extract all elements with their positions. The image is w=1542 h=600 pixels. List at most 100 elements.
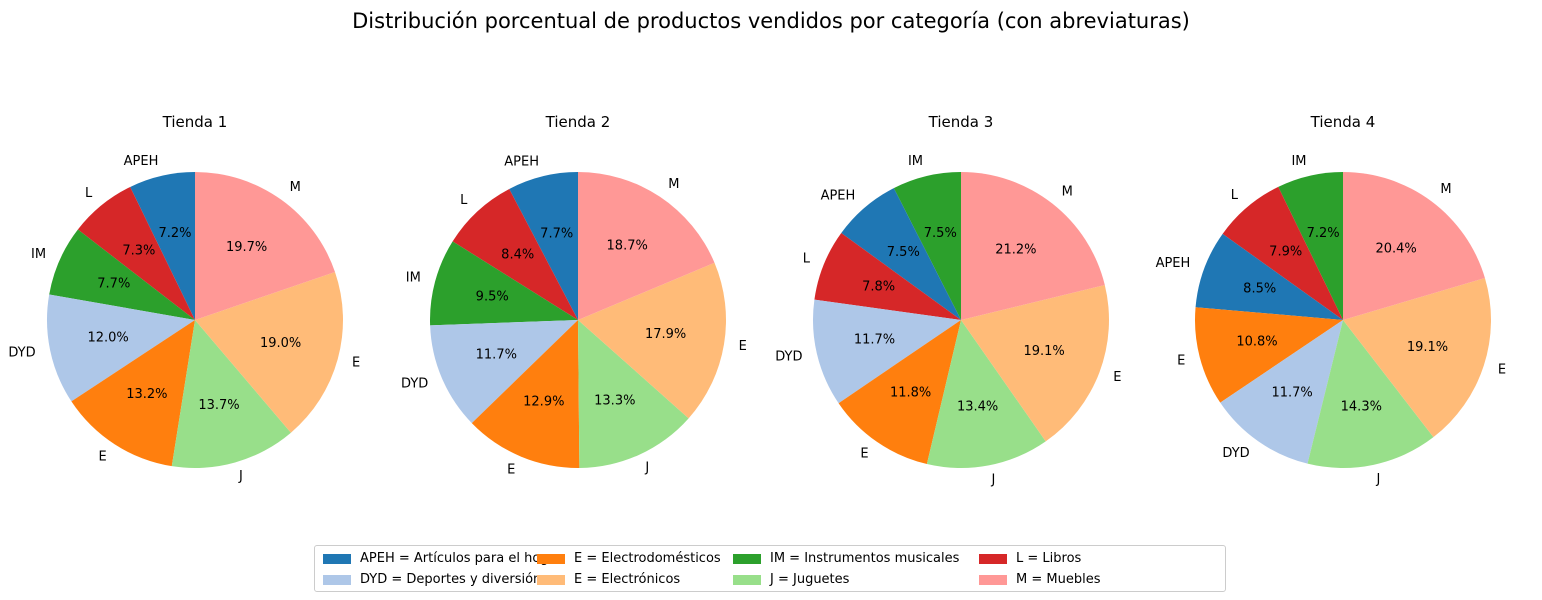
pie-slice-e_electro xyxy=(1194,307,1343,403)
legend-item-dyd: DYD = Deportes y diversión xyxy=(323,569,541,590)
pie-slice-apeh xyxy=(130,172,195,320)
slice-percent-label: 11.7% xyxy=(1271,385,1312,400)
slice-percent-label: 19.0% xyxy=(260,336,301,351)
legend-item-apeh: APEH = Artículos para el hogar xyxy=(323,548,562,569)
slice-category-label: L xyxy=(803,252,811,267)
slice-category-label: M xyxy=(668,177,679,192)
slice-percent-label: 19.1% xyxy=(1023,344,1064,359)
legend: APEH = Artículos para el hogar DYD = Depo… xyxy=(314,545,1226,592)
slice-percent-label: 19.1% xyxy=(1407,340,1448,355)
slice-category-label: L xyxy=(460,193,468,208)
slice-percent-label: 12.0% xyxy=(87,331,128,346)
pie-slice-im xyxy=(430,241,578,326)
pie-slice-e_electron xyxy=(578,262,727,419)
pie-tienda-1: Tienda 1 7.2% APEH 7.3% L 7.7% IM 12.0% DYD 13.2%… xyxy=(8,113,360,484)
legend-swatch xyxy=(537,574,565,585)
pie-tienda-3: Tienda 3 7.5% IM 7.5% APEH 7.8% L 11.7% DYD 11.8%… xyxy=(775,113,1121,487)
slice-category-label: DYD xyxy=(8,346,35,361)
pie-slice-l xyxy=(452,188,578,320)
legend-swatch xyxy=(979,574,1007,585)
legend-item-e_electron: E = Electrónicos xyxy=(537,569,705,590)
pie-slice-e_electro xyxy=(471,320,580,468)
pie-title: Tienda 4 xyxy=(1310,113,1376,131)
slice-category-label: E xyxy=(739,339,747,354)
legend-item-m: M = Muebles xyxy=(979,569,1147,590)
legend-item-e_electro: E = Electrodomésticos xyxy=(537,548,721,569)
legend-item-im: IM = Instrumentos musicales xyxy=(733,548,959,569)
slice-percent-label: 14.3% xyxy=(1341,399,1382,414)
slice-percent-label: 11.7% xyxy=(854,333,895,348)
pie-charts: Tienda 1 7.2% APEH 7.3% L 7.7% IM 12.0% DYD 13.2%… xyxy=(8,113,1506,487)
slice-percent-label: 13.3% xyxy=(594,393,635,408)
legend-label: APEH = Artículos para el hogar xyxy=(360,551,562,566)
pie-title: Tienda 2 xyxy=(545,113,611,131)
pie-title: Tienda 1 xyxy=(162,113,228,131)
slice-category-label: DYD xyxy=(401,376,428,391)
slice-category-label: DYD xyxy=(775,350,802,365)
slice-percent-label: 11.7% xyxy=(476,347,517,362)
pie-slice-j xyxy=(926,320,1046,469)
slice-category-label: L xyxy=(85,186,93,201)
slice-category-label: E xyxy=(1113,370,1121,385)
slice-category-label: J xyxy=(991,472,996,487)
slice-category-label: APEH xyxy=(821,189,856,204)
pie-title: Tienda 3 xyxy=(928,113,994,131)
slice-percent-label: 7.8% xyxy=(862,279,895,294)
slice-category-label: M xyxy=(1062,185,1073,200)
pie-tienda-2: Tienda 2 7.7% APEH 8.4% L 9.5% IM 11.7% DYD 12.9%… xyxy=(401,113,747,478)
slice-category-label: DYD xyxy=(1222,446,1249,461)
slice-percent-label: 8.4% xyxy=(501,247,534,262)
legend-item-l: L = Libros xyxy=(979,548,1147,569)
legend-swatch xyxy=(323,553,351,564)
slice-percent-label: 18.7% xyxy=(607,239,648,254)
legend-label: IM = Instrumentos musicales xyxy=(770,551,960,566)
pie-slice-l xyxy=(77,186,195,320)
pie-slice-im xyxy=(893,172,961,320)
slice-category-label: IM xyxy=(31,247,46,262)
pie-slice-l xyxy=(814,233,961,320)
slice-percent-label: 13.7% xyxy=(198,398,239,413)
pie-slice-m xyxy=(961,172,1105,320)
pie-slice-m xyxy=(195,172,335,320)
slice-category-label: J xyxy=(1376,472,1381,487)
pie-slice-m xyxy=(578,172,715,320)
legend-label: L = Libros xyxy=(1016,551,1082,566)
legend-swatch xyxy=(979,553,1007,564)
slice-category-label: M xyxy=(290,180,301,195)
slice-category-label: APEH xyxy=(504,154,539,169)
slice-category-label: E xyxy=(98,449,106,464)
pie-slice-e_electron xyxy=(195,271,344,433)
slice-percent-label: 13.4% xyxy=(957,400,998,415)
slice-category-label: IM xyxy=(1291,154,1306,169)
legend-label: E = Electrodomésticos xyxy=(574,551,721,566)
slice-category-label: IM xyxy=(406,270,421,285)
pie-slice-l xyxy=(1222,186,1343,320)
slice-category-label: APEH xyxy=(124,154,159,169)
legend-label: E = Electrónicos xyxy=(574,572,681,587)
slice-percent-label: 7.2% xyxy=(158,226,191,241)
slice-percent-label: 10.8% xyxy=(1236,335,1277,350)
pie-slice-j xyxy=(1307,320,1434,468)
slice-category-label: L xyxy=(1231,188,1239,203)
slice-percent-label: 7.2% xyxy=(1307,226,1340,241)
slice-category-label: J xyxy=(238,469,243,484)
pie-slice-dyd xyxy=(46,294,196,402)
slice-category-label: J xyxy=(644,461,649,476)
pie-slice-e_electro xyxy=(71,320,195,467)
pie-slice-dyd xyxy=(812,299,961,404)
slice-category-label: E xyxy=(507,463,515,478)
slice-percent-label: 20.4% xyxy=(1375,241,1416,256)
pie-slice-e_electron xyxy=(961,285,1109,442)
legend-swatch xyxy=(537,553,565,564)
legend-label: DYD = Deportes y diversión xyxy=(360,572,542,587)
chart-title: Distribución porcentual de productos ven… xyxy=(352,9,1190,33)
pie-slice-im xyxy=(1278,172,1343,320)
slice-percent-label: 7.7% xyxy=(97,277,130,292)
pie-slice-dyd xyxy=(1220,320,1343,464)
pie-slice-dyd xyxy=(430,320,578,424)
slice-percent-label: 8.5% xyxy=(1243,282,1276,297)
slice-category-label: E xyxy=(352,356,360,371)
slice-category-label: APEH xyxy=(1156,256,1191,271)
slice-percent-label: 19.7% xyxy=(226,240,267,255)
